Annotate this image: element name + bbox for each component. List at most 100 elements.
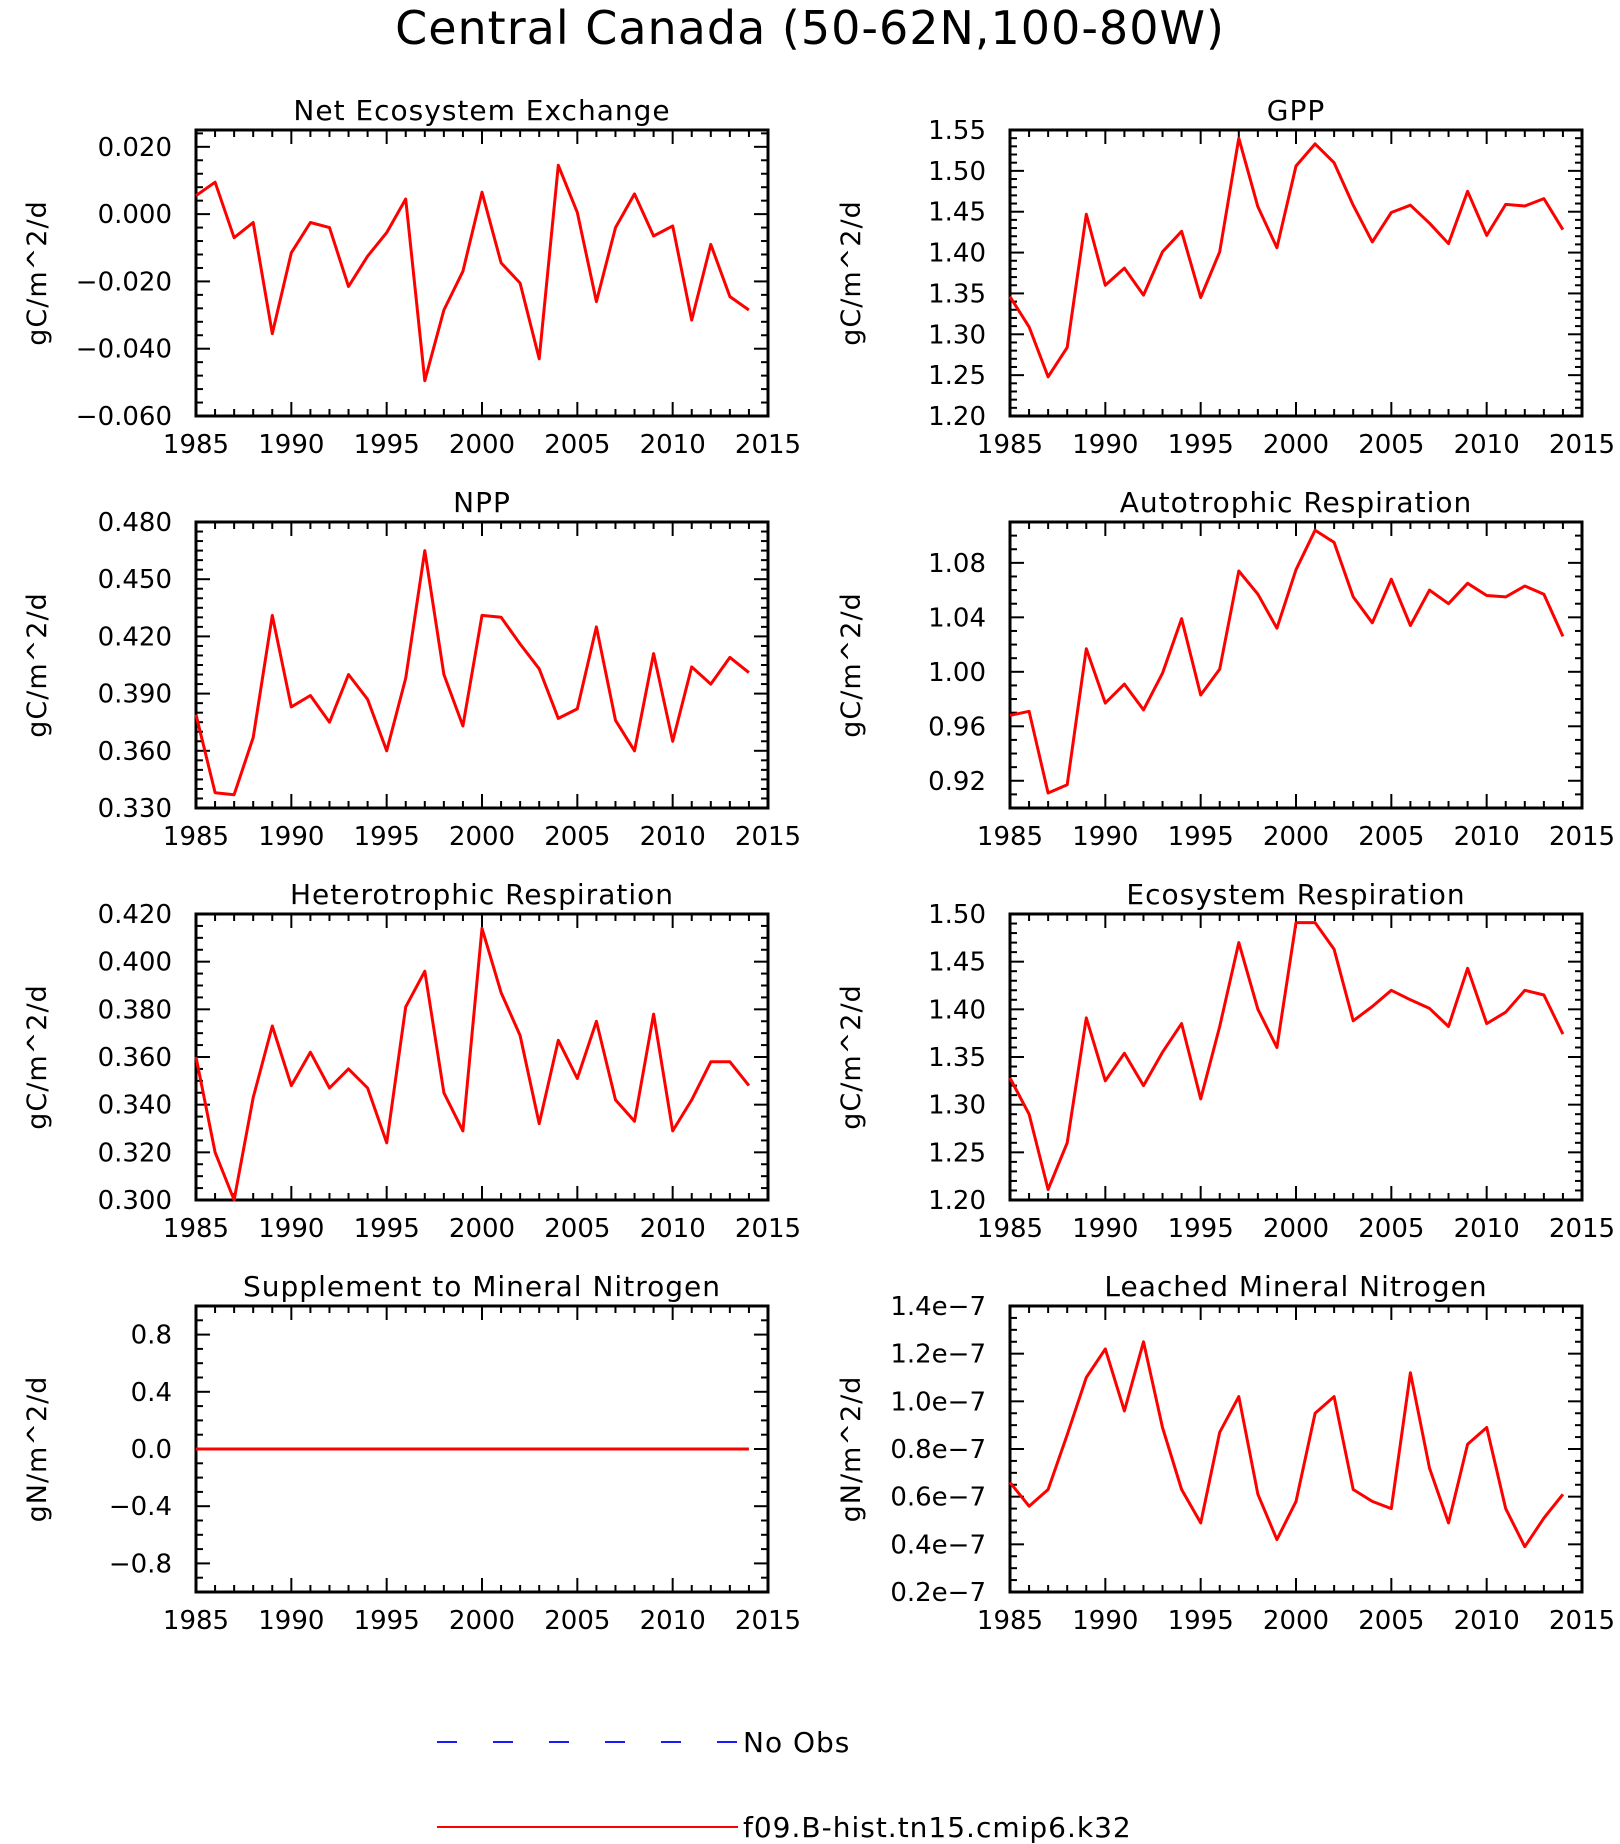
x-tick-label: 1990: [258, 822, 324, 852]
legend-label-no-obs: No Obs: [743, 1726, 850, 1759]
x-tick-label: 2005: [1358, 430, 1424, 460]
y-tick-label: 0.2e−7: [890, 1578, 986, 1608]
x-tick-label: 2010: [640, 822, 706, 852]
x-tick-label: 2010: [1454, 822, 1520, 852]
series-line: [1008, 1340, 1565, 1549]
x-tick-label: 2000: [449, 1606, 515, 1636]
y-tick-label: 0.000: [98, 200, 172, 230]
y-tick-label: 0.400: [98, 948, 172, 978]
legend: No Obs f09.B-hist.tn15.cmip6.k32: [437, 1726, 1132, 1844]
y-tick-label: 1.40: [928, 239, 986, 269]
x-tick-label: 2015: [1549, 822, 1615, 852]
y-tick-label: 0.340: [98, 1091, 172, 1121]
panel-title: NPP: [453, 486, 511, 519]
panel-title: GPP: [1267, 94, 1325, 127]
y-tick-label: 0.8: [131, 1321, 172, 1351]
y-tick-label: 1.20: [928, 1186, 986, 1216]
y-tick-label: 0.92: [928, 767, 986, 797]
panel-2: NPP gC/m^2/d 1985 1990 1995 2000 2005 2010 2015 0…: [22, 486, 801, 852]
x-tick-label: 1990: [1072, 1214, 1138, 1244]
y-tick-label: 0.4: [131, 1378, 172, 1408]
x-tick-label: 2010: [1454, 430, 1520, 460]
y-tick-label: 0.330: [98, 794, 172, 824]
x-tick-label: 2015: [735, 430, 801, 460]
y-tick-label: 0.300: [98, 1186, 172, 1216]
x-tick-label: 1990: [1072, 822, 1138, 852]
y-tick-label: 1.45: [928, 948, 986, 978]
y-tick-label: 1.4e−7: [890, 1292, 986, 1322]
y-axis-label: gC/m^2/d: [836, 984, 867, 1129]
y-tick-label: 0.4e−7: [890, 1530, 986, 1560]
panels: Net Ecosystem Exchange gC/m^2/d 1985 1990 19…: [22, 94, 1615, 1636]
x-tick-label: 1990: [258, 1606, 324, 1636]
y-tick-label: 1.25: [928, 1138, 986, 1168]
y-tick-label: 1.30: [928, 1091, 986, 1121]
panel-title: Leached Mineral Nitrogen: [1104, 1270, 1487, 1303]
x-tick-label: 2000: [1263, 430, 1329, 460]
y-tick-label: 0.320: [98, 1138, 172, 1168]
y-tick-label: 1.08: [928, 549, 986, 579]
y-tick-label: 0.420: [98, 900, 172, 930]
x-tick-label: 1985: [977, 430, 1043, 460]
y-tick-label: −0.040: [76, 335, 172, 365]
y-tick-label: 0.0: [131, 1435, 172, 1465]
x-tick-label: 2015: [1549, 430, 1615, 460]
panel-3: Autotrophic Respiration gC/m^2/d 1985 1990 1…: [836, 486, 1615, 852]
x-tick-label: 2005: [1358, 1606, 1424, 1636]
legend-label-model: f09.B-hist.tn15.cmip6.k32: [743, 1811, 1132, 1844]
x-tick-label: 2005: [544, 430, 610, 460]
figure-title: Central Canada (50-62N,100-80W): [395, 1, 1225, 55]
series-line: [195, 163, 750, 383]
x-tick-label: 2015: [735, 822, 801, 852]
x-tick-label: 2000: [1263, 822, 1329, 852]
x-tick-label: 1985: [163, 1606, 229, 1636]
x-tick-label: 2010: [1454, 1606, 1520, 1636]
x-tick-label: 2000: [449, 430, 515, 460]
y-tick-label: −0.020: [76, 267, 172, 297]
y-tick-label: 1.35: [928, 1043, 986, 1073]
y-tick-label: 1.2e−7: [890, 1340, 986, 1370]
series-line: [1008, 136, 1565, 379]
x-tick-label: 1985: [163, 430, 229, 460]
x-tick-label: 2005: [544, 1606, 610, 1636]
x-tick-label: 1995: [1168, 1214, 1234, 1244]
x-tick-label: 2015: [735, 1606, 801, 1636]
y-axis-label: gN/m^2/d: [22, 1376, 53, 1523]
x-tick-label: 1990: [1072, 1606, 1138, 1636]
y-tick-label: 0.480: [98, 508, 172, 538]
x-tick-label: 1995: [354, 430, 420, 460]
y-tick-label: 1.30: [928, 320, 986, 350]
y-axis-label: gC/m^2/d: [836, 592, 867, 737]
x-tick-label: 1985: [977, 1214, 1043, 1244]
y-axis-label: gC/m^2/d: [22, 592, 53, 737]
x-tick-label: 2000: [449, 822, 515, 852]
panel-title: Autotrophic Respiration: [1120, 486, 1472, 519]
panel-title: Supplement to Mineral Nitrogen: [243, 1270, 721, 1303]
x-tick-label: 1995: [1168, 822, 1234, 852]
y-tick-label: 0.020: [98, 133, 172, 163]
x-tick-label: 2000: [449, 1214, 515, 1244]
plot-frame: [1008, 128, 1584, 418]
series-line: [194, 926, 751, 1202]
y-tick-label: 0.360: [98, 737, 172, 767]
y-tick-label: 0.8e−7: [890, 1435, 986, 1465]
x-tick-label: 1985: [977, 1606, 1043, 1636]
x-tick-label: 1985: [163, 1214, 229, 1244]
x-tick-label: 1995: [1168, 430, 1234, 460]
x-tick-label: 1990: [258, 1214, 324, 1244]
y-tick-label: −0.8: [109, 1549, 172, 1579]
y-axis-label: gN/m^2/d: [836, 1376, 867, 1523]
y-axis-label: gC/m^2/d: [22, 200, 53, 345]
x-tick-label: 2010: [640, 1214, 706, 1244]
y-tick-label: 1.45: [928, 198, 986, 228]
x-tick-label: 2015: [735, 1214, 801, 1244]
panel-title: Net Ecosystem Exchange: [293, 94, 670, 127]
x-tick-label: 2005: [544, 1214, 610, 1244]
x-tick-label: 2000: [1263, 1214, 1329, 1244]
x-tick-label: 2005: [1358, 1214, 1424, 1244]
panel-5: Ecosystem Respiration gC/m^2/d 1985 1990 199…: [836, 878, 1615, 1244]
x-tick-label: 1985: [163, 822, 229, 852]
y-tick-label: 0.420: [98, 622, 172, 652]
y-tick-label: 1.20: [928, 402, 986, 432]
panel-0: Net Ecosystem Exchange gC/m^2/d 1985 1990 19…: [22, 94, 801, 460]
